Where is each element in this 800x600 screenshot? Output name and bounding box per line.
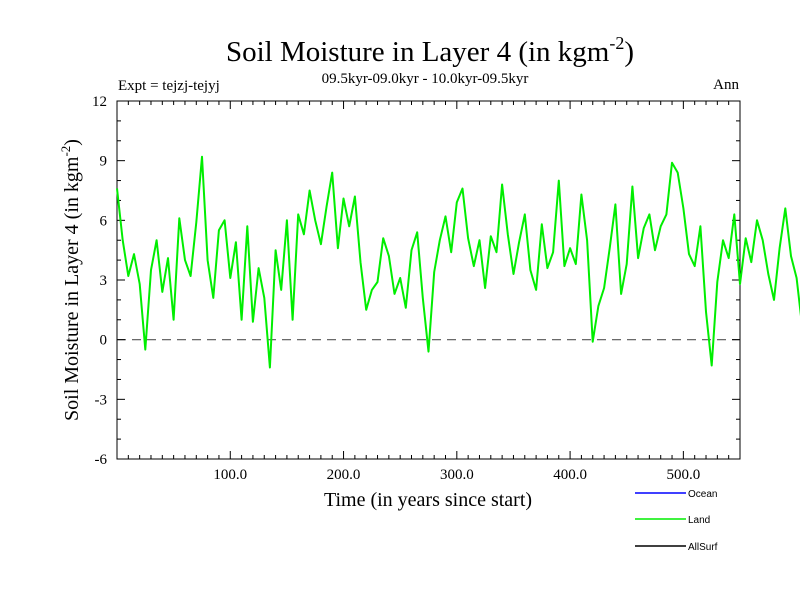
y-tick-label: 3 xyxy=(100,273,108,289)
x-tick-label: 400.0 xyxy=(553,467,587,483)
y-tick-label: 9 xyxy=(100,154,108,170)
y-tick-label: 6 xyxy=(100,213,108,229)
legend-label-allsurf: AllSurf xyxy=(688,542,718,553)
x-tick-label: 500.0 xyxy=(666,467,700,483)
series-layer xyxy=(116,155,800,369)
chart-title: Soil Moisture in Layer 4 (in kgm-2) xyxy=(226,33,634,68)
season-label: Ann xyxy=(713,77,739,93)
x-tick-label: 100.0 xyxy=(213,467,247,483)
x-axis-ticks: 100.0 200.0 300.0 400.0 500.0 xyxy=(127,101,730,483)
chart-subtitle: 09.5kyr-09.0kyr - 10.0kyr-09.5kyr xyxy=(322,71,529,87)
y-tick-label: -6 xyxy=(95,452,108,468)
x-tick-label: 300.0 xyxy=(440,467,474,483)
expt-label: Expt = tejzj-tejyj xyxy=(118,78,220,94)
y-tick-label: 0 xyxy=(100,333,108,349)
legend: Ocean Land AllSurf xyxy=(635,489,718,553)
y-tick-label: 12 xyxy=(92,94,107,110)
legend-label-ocean: Ocean xyxy=(688,489,717,500)
series-line-land xyxy=(116,155,800,369)
legend-label-land: Land xyxy=(688,515,710,526)
y-axis-label: Soil Moisture in Layer 4 (in kgm-2) xyxy=(58,139,83,421)
plot-area: 100.0 200.0 300.0 400.0 500.0 -6 -3 0 3 6 9 12 xyxy=(92,94,800,483)
y-tick-label: -3 xyxy=(95,392,108,408)
y-axis-ticks: -6 -3 0 3 6 9 12 xyxy=(92,94,740,468)
x-axis-label: Time (in years since start) xyxy=(324,489,532,511)
x-tick-label: 200.0 xyxy=(327,467,361,483)
